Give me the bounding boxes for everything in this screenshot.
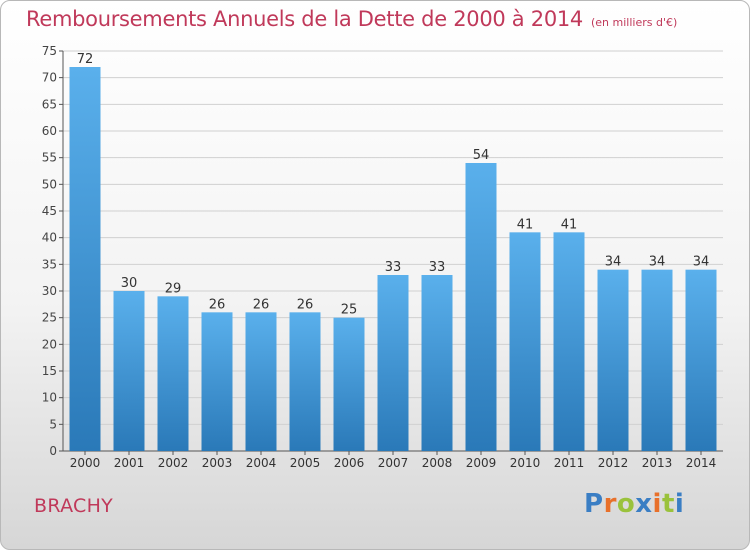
logo-letter: o <box>616 489 636 519</box>
x-tick-label: 2009 <box>466 456 497 470</box>
data-label: 26 <box>209 297 226 312</box>
chart-title: Remboursements Annuels de la Dette de 20… <box>26 7 677 31</box>
bar <box>421 275 453 451</box>
data-label: 72 <box>77 52 94 67</box>
logo-letter: i <box>652 489 662 519</box>
y-tick-label: 65 <box>42 97 57 111</box>
y-tick-label: 70 <box>42 71 57 85</box>
bar <box>641 269 673 451</box>
logo-letter: t <box>661 489 675 519</box>
y-tick-label: 75 <box>42 44 57 58</box>
data-label: 33 <box>385 260 402 275</box>
bar <box>685 269 717 451</box>
y-tick-label: 45 <box>42 204 57 218</box>
data-label: 34 <box>605 255 622 270</box>
data-label: 54 <box>473 148 490 163</box>
logo-letter: i <box>674 489 685 519</box>
bar <box>597 269 629 451</box>
chart-unit: (en milliers d'€) <box>591 16 678 29</box>
bar <box>377 275 409 451</box>
bar <box>509 232 541 451</box>
bar <box>553 232 585 451</box>
y-tick-label: 55 <box>42 151 57 165</box>
data-label: 33 <box>429 260 446 275</box>
x-tick-label: 2010 <box>510 456 541 470</box>
x-tick-label: 2003 <box>202 456 233 470</box>
data-label: 41 <box>561 217 578 232</box>
y-tick-label: 50 <box>42 177 57 191</box>
bar <box>69 67 101 451</box>
bar <box>113 291 145 451</box>
bar <box>289 312 321 451</box>
data-label: 26 <box>297 297 314 312</box>
x-tick-label: 2011 <box>554 456 585 470</box>
bar <box>465 163 497 451</box>
logo-letter: r <box>603 489 617 519</box>
y-tick-label: 30 <box>42 284 57 298</box>
y-tick-label: 0 <box>49 444 57 458</box>
y-tick-label: 25 <box>42 311 57 325</box>
data-label: 29 <box>165 281 182 296</box>
bar <box>333 317 365 451</box>
x-tick-label: 2006 <box>334 456 365 470</box>
y-tick-label: 35 <box>42 257 57 271</box>
y-tick-label: 10 <box>42 391 57 405</box>
data-label: 41 <box>517 217 534 232</box>
logo-letter: x <box>635 489 653 519</box>
x-tick-label: 2008 <box>422 456 453 470</box>
data-label: 34 <box>649 255 666 270</box>
bar <box>157 296 189 451</box>
x-tick-label: 2000 <box>70 456 101 470</box>
y-tick-label: 20 <box>42 337 57 351</box>
logo-letter: P <box>584 489 604 519</box>
proxiti-logo: Proxiti <box>584 489 684 519</box>
x-tick-label: 2012 <box>598 456 629 470</box>
data-label: 30 <box>121 276 138 291</box>
x-tick-label: 2004 <box>246 456 277 470</box>
bar <box>245 312 277 451</box>
x-tick-label: 2001 <box>114 456 145 470</box>
commune-name: BRACHY <box>34 495 114 517</box>
y-tick-label: 15 <box>42 364 57 378</box>
x-tick-label: 2014 <box>686 456 717 470</box>
x-tick-label: 2002 <box>158 456 189 470</box>
data-labels: 72 30 29 26 26 26 25 33 33 54 41 41 34 34 34 <box>77 52 710 318</box>
x-tick-label: 2013 <box>642 456 673 470</box>
data-label: 25 <box>341 303 358 318</box>
data-label: 26 <box>253 297 270 312</box>
data-label: 34 <box>693 255 710 270</box>
chart-title-text: Remboursements Annuels de la Dette de 20… <box>26 7 583 31</box>
bars <box>69 67 717 451</box>
y-tick-label: 5 <box>49 417 57 431</box>
y-tick-label: 60 <box>42 124 57 138</box>
bar <box>201 312 233 451</box>
x-tick-label: 2007 <box>378 456 409 470</box>
y-tick-label: 40 <box>42 231 57 245</box>
x-tick-label: 2005 <box>290 456 321 470</box>
